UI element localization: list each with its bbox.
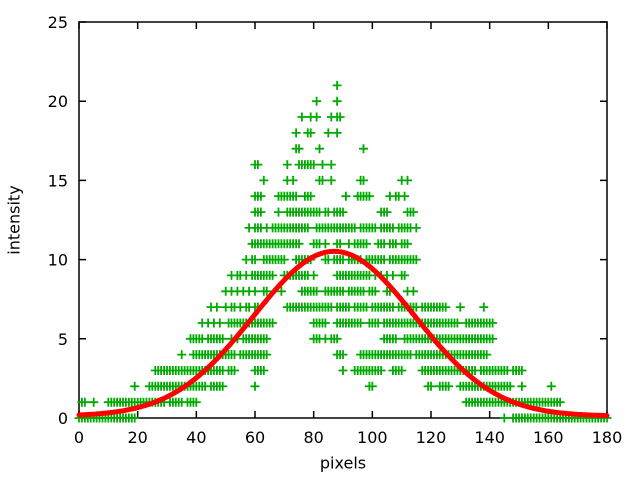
x-tick-label: 80 (303, 428, 323, 447)
x-axis-title: pixels (319, 453, 367, 473)
plot-border (78, 21, 608, 419)
y-tick-label: 15 (48, 171, 68, 190)
x-tick-label: 40 (186, 428, 206, 447)
x-tick-label: 20 (127, 428, 147, 447)
scatter-series-measured-intensity-points (74, 80, 612, 423)
y-axis-title: intensity (4, 185, 24, 255)
y-tick-label: 0 (58, 409, 68, 428)
y-tick-label: 10 (48, 251, 68, 270)
x-tick-label: 0 (74, 428, 84, 447)
x-tick-label: 180 (592, 428, 623, 447)
x-tick-label: 100 (357, 428, 388, 447)
x-tick-label: 120 (416, 428, 447, 447)
y-tick-label: 5 (58, 330, 68, 349)
y-tick-label: 20 (48, 92, 68, 111)
y-tick-label: 25 (48, 13, 68, 32)
x-tick-label: 140 (474, 428, 505, 447)
gaussian-fit-curve (76, 248, 610, 419)
x-tick-label: 160 (533, 428, 564, 447)
x-tick-label: 60 (245, 428, 265, 447)
